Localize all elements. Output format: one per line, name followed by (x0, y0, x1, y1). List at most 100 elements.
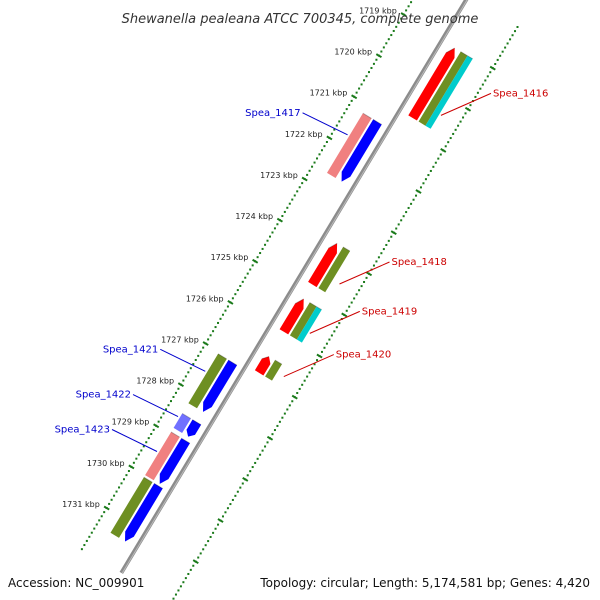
feature-edge (261, 355, 270, 360)
feature-edge (460, 51, 468, 57)
tick-dot (407, 206, 410, 209)
feature-spea_1423-cds[interactable] (159, 438, 190, 484)
tick-dot (462, 116, 465, 119)
tick-dot (160, 416, 163, 419)
tick-dot (231, 297, 234, 300)
gene-label-spea_1421[interactable]: Spea_1421 (103, 344, 158, 355)
tick-dot (147, 437, 150, 440)
tick-dot (397, 223, 400, 226)
gene-label-spea_1420[interactable]: Spea_1420 (336, 350, 391, 361)
tick-dot (422, 182, 425, 185)
feature-spea_1416-cds[interactable] (408, 48, 455, 121)
feature-edge (342, 246, 351, 252)
gene-label-spea_1419[interactable]: Spea_1419 (362, 306, 417, 317)
tick-label: 1727 kbp (161, 335, 199, 344)
tick-dot (249, 470, 252, 473)
tick-dot (202, 548, 205, 551)
tick-dot (360, 83, 363, 86)
feature-spea_1416-gene[interactable] (418, 51, 468, 126)
gene-label-spea_1423[interactable]: Spea_1423 (55, 424, 110, 435)
gene-label-spea_1418[interactable]: Spea_1418 (391, 257, 446, 268)
feature-spea_1420-gene[interactable] (265, 360, 282, 381)
tick-dot (122, 478, 125, 481)
feature-spea_1417-gene[interactable] (327, 113, 372, 178)
feature-spea_1423-gene[interactable] (145, 432, 180, 481)
tick-dot (390, 235, 393, 238)
feature-spea_1421-cds[interactable] (203, 360, 237, 412)
tick-dot (283, 412, 286, 415)
tick-dot (291, 198, 294, 201)
tick-dot (397, 21, 400, 24)
feature-edge (217, 353, 227, 360)
feature-spea_1419-gene[interactable] (289, 302, 317, 340)
tick-dot (254, 461, 257, 464)
major-tick (415, 189, 422, 194)
tick-dot (350, 99, 353, 102)
feature-spea_1424-cds[interactable] (125, 483, 163, 542)
gene-label-spea_1417[interactable]: Spea_1417 (245, 108, 300, 119)
tick-dot (261, 449, 264, 452)
tick-label: 1729 kbp (112, 418, 150, 427)
tick-dot (199, 552, 202, 555)
tick-dot (298, 387, 301, 390)
tick-dot (509, 38, 512, 41)
tick-dot (400, 17, 403, 20)
feature-spea_1418-gene[interactable] (318, 247, 350, 293)
gene-label-spea_1422[interactable]: Spea_1422 (76, 390, 131, 401)
genome-summary: Topology: circular; Length: 5,174,581 bp… (259, 576, 590, 590)
major-tick (464, 106, 472, 112)
tick-dot (496, 58, 499, 61)
major-tick (217, 518, 224, 523)
feature-spea_1419-cds[interactable] (279, 298, 304, 335)
tick-dot (432, 165, 435, 168)
tick-dot (298, 186, 301, 189)
tick-dot (311, 165, 314, 168)
feature-spea_1424-gene[interactable] (110, 477, 153, 538)
tick-dot (323, 346, 326, 349)
major-tick (301, 176, 308, 182)
tick-label: 1728 kbp (136, 377, 174, 386)
tick-dot (189, 568, 192, 571)
tick-dot (390, 34, 393, 37)
feature-spea_1421-gene[interactable] (188, 353, 227, 409)
tick-dot (405, 9, 408, 12)
feature-edge (309, 302, 317, 308)
tick-dot (172, 395, 175, 398)
feature-spea_1419-extra[interactable] (296, 306, 322, 343)
tick-dot (221, 313, 224, 316)
tick-dot (328, 338, 331, 341)
tick-dot (209, 535, 212, 538)
tick-dot (318, 153, 321, 156)
tick-dot (103, 511, 106, 514)
tick-dot (142, 445, 145, 448)
tick-dot (449, 137, 452, 140)
tick-dot (202, 346, 205, 349)
feature-spea_1417-cds[interactable] (341, 119, 382, 182)
tick-dot (333, 330, 336, 333)
tick-dot (226, 305, 229, 308)
major-tick (276, 217, 283, 223)
tick-dot (407, 5, 410, 8)
tick-dot (370, 66, 373, 69)
tick-dot (177, 589, 180, 592)
tick-dot (224, 511, 227, 514)
feature-edge (362, 112, 372, 119)
feature-edge (328, 242, 338, 249)
feature-spea_1416-extra[interactable] (425, 55, 473, 129)
tick-dot (157, 420, 160, 423)
major-tick (326, 135, 333, 141)
tick-dot (382, 46, 385, 49)
tick-dot (375, 58, 378, 61)
gene-label-spea_1416[interactable]: Spea_1416 (493, 88, 548, 99)
feature-spea_1420-cds[interactable] (254, 356, 271, 376)
tick-dot (405, 211, 408, 214)
feature-spea_1422-cds[interactable] (186, 419, 202, 437)
tick-dot (281, 215, 284, 218)
feature-spea_1418-cds[interactable] (308, 243, 338, 288)
tick-dot (392, 29, 395, 32)
tick-dot (311, 367, 314, 370)
feature-spea_1422-gene[interactable] (173, 413, 191, 434)
tick-dot (506, 42, 509, 45)
tick-dot (345, 309, 348, 312)
